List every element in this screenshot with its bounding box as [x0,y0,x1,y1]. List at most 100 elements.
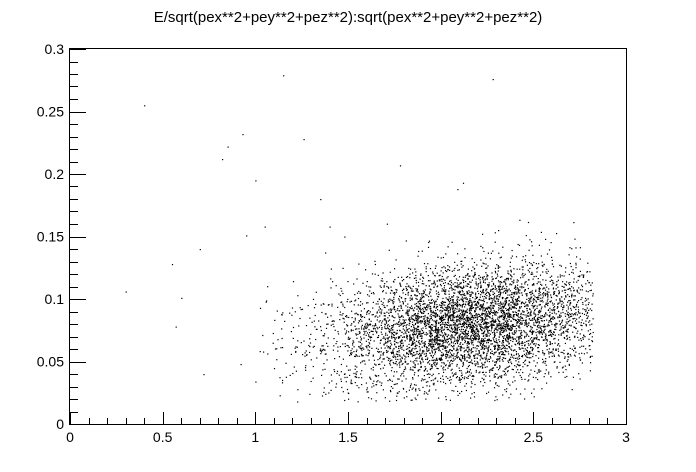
data-point [591,323,593,325]
data-point [560,334,562,336]
data-point [549,341,551,343]
data-point [414,294,416,296]
data-point [430,365,432,367]
data-point [561,275,563,277]
data-point [520,333,522,335]
data-point [399,336,401,338]
data-point [388,309,390,311]
data-point [445,357,447,359]
data-point [399,316,401,318]
data-point [508,335,510,337]
data-point [450,356,452,358]
data-point [580,340,582,342]
data-point [409,320,411,322]
data-point [552,282,554,284]
data-point [362,282,364,284]
data-point [498,303,500,305]
data-point [506,321,508,323]
data-point [444,369,446,371]
data-point [507,351,509,353]
data-point [554,306,556,308]
data-point [404,355,406,357]
data-point [545,238,547,240]
data-point [562,307,564,309]
data-point [503,322,505,324]
data-point [546,268,548,270]
data-point [544,314,546,316]
data-point [502,336,504,338]
data-point [385,375,387,377]
data-point [459,370,461,372]
data-point [394,279,396,281]
data-point [541,261,543,263]
data-point [548,315,550,317]
data-point [444,312,446,314]
data-point [439,324,442,327]
data-point [503,311,506,314]
data-point [454,338,456,340]
data-point [477,339,479,341]
data-point [538,344,540,346]
data-point [381,361,383,363]
data-point [365,330,367,332]
data-point [360,326,363,328]
data-point [330,268,332,270]
data-point [499,324,501,326]
data-point [439,340,441,342]
data-point [481,326,483,328]
data-point [369,337,371,339]
data-point [579,333,581,335]
data-point [353,351,355,353]
data-point [389,379,391,381]
data-point [425,332,427,334]
data-point [540,327,542,329]
data-point [580,324,582,326]
data-point [482,280,485,282]
data-point [478,313,480,316]
data-point [563,286,565,288]
data-point [535,275,537,277]
data-point [525,319,527,321]
data-point [447,307,449,309]
data-point [447,299,449,302]
data-point [438,304,441,306]
data-point [489,310,491,313]
data-point [356,371,358,373]
data-point [403,368,405,371]
data-point [330,315,332,317]
data-point [422,307,424,310]
data-point [406,353,408,355]
data-point [590,289,592,291]
data-point [377,348,379,350]
data-point [392,352,394,354]
data-point [469,327,471,329]
data-point [353,341,355,343]
data-point [499,332,501,335]
data-point [438,348,440,350]
data-point [504,303,506,305]
data-point [351,310,353,312]
data-point [559,361,561,363]
data-point [428,373,430,375]
data-point [475,313,477,315]
data-point [525,255,527,257]
data-point [432,271,434,273]
data-point [447,360,449,362]
data-point [389,298,391,300]
data-point [432,379,434,381]
data-point [358,355,360,357]
data-point [508,346,510,348]
data-point [563,349,565,351]
data-point [396,395,398,397]
data-point [552,334,554,336]
data-point [449,337,451,339]
data-point [356,278,358,280]
data-point [507,294,509,296]
data-point [406,338,408,340]
data-point [464,342,466,344]
data-point [359,304,361,306]
data-point [354,319,356,321]
data-point [497,295,499,297]
data-point [492,367,494,369]
data-point [494,300,496,302]
